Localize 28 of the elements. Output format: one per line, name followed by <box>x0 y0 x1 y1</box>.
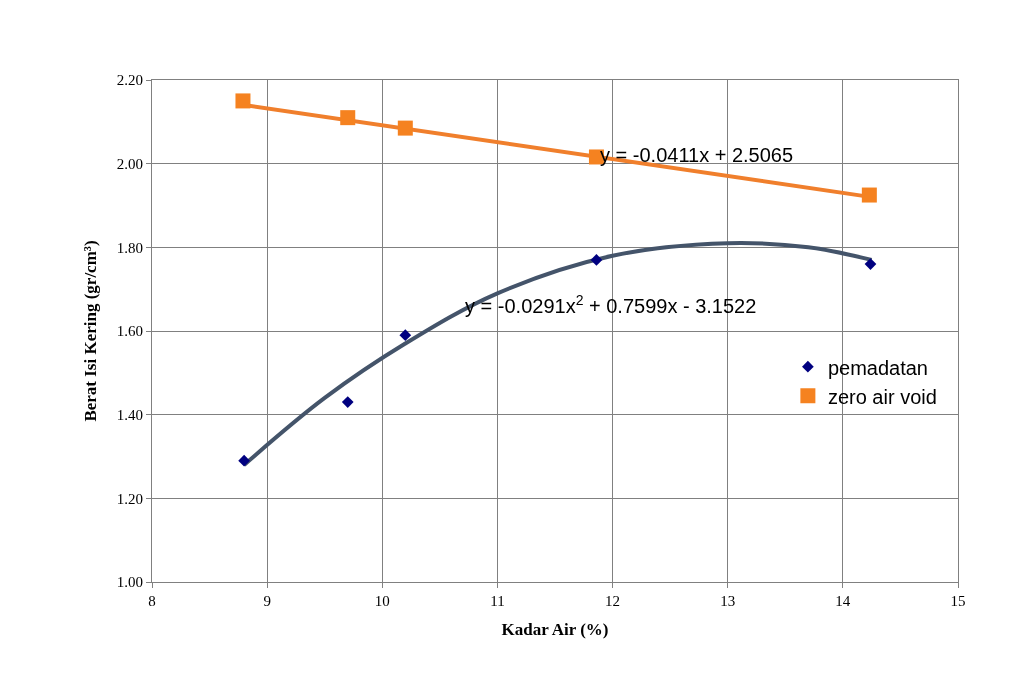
legend-label: zero air void <box>827 385 937 408</box>
y-tick-label: 1.60 <box>116 323 143 340</box>
point <box>238 454 250 467</box>
x-tick-label: 9 <box>263 593 271 609</box>
x-tick-label: 12 <box>605 593 621 609</box>
point <box>397 120 413 136</box>
point <box>235 93 251 109</box>
x-tick-label: 14 <box>835 593 851 609</box>
legend-label: pemadatan <box>827 356 928 379</box>
y-tick-label: 2.20 <box>116 72 143 89</box>
point <box>861 187 877 203</box>
y-tick-label: 1.80 <box>116 239 143 256</box>
point <box>399 329 412 342</box>
x-tick-label: 15 <box>950 593 966 609</box>
x-tick-label: 11 <box>490 593 505 609</box>
x-tick-label: 10 <box>374 593 390 609</box>
point <box>340 110 356 126</box>
point <box>864 258 877 270</box>
x-tick-label: 8 <box>148 593 156 609</box>
point <box>341 396 354 408</box>
y-tick-label: 1.20 <box>116 490 143 507</box>
x-tick-label: 13 <box>720 593 736 609</box>
x-axis-title: Kadar Air (%) <box>501 620 609 640</box>
y-tick-label: 2.00 <box>116 155 143 172</box>
y-tick-label: 1.00 <box>116 574 143 591</box>
y-axis-title: Berat Isi Kering (gr/cm³) <box>81 240 101 422</box>
y-tick-label: 1.40 <box>116 406 143 423</box>
point <box>590 254 603 266</box>
